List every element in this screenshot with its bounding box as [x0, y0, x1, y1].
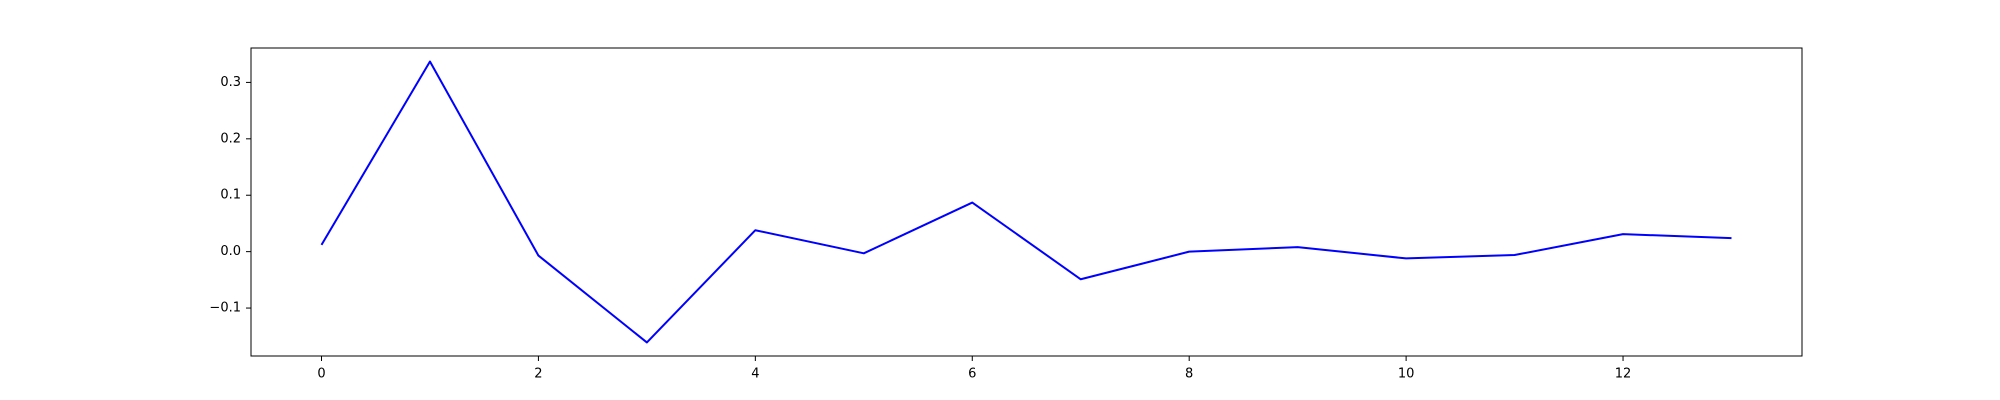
plot-area-frame — [250, 47, 1803, 357]
x-tick-label: 10 — [1398, 367, 1415, 382]
y-axis: −0.1 0.0 0.1 0.2 0.3 — [209, 75, 251, 316]
y-tick-label: 0.0 — [220, 244, 241, 259]
y-tick-label: 0.3 — [220, 75, 241, 90]
plot-series — [320, 60, 1732, 344]
x-tick-label: 12 — [1615, 367, 1632, 382]
y-tick-label: 0.2 — [220, 131, 241, 146]
x-tick-label: 4 — [751, 367, 759, 382]
y-tick-label: 0.1 — [220, 188, 241, 203]
x-tick-label: 2 — [534, 367, 542, 382]
y-tick-label: −0.1 — [209, 301, 241, 316]
x-tick-label: 0 — [317, 367, 325, 382]
x-tick-label: 6 — [968, 367, 976, 382]
series-line — [320, 60, 1732, 344]
x-tick-label: 8 — [1185, 367, 1193, 382]
x-axis: 0 2 4 6 8 10 12 — [317, 356, 1631, 382]
